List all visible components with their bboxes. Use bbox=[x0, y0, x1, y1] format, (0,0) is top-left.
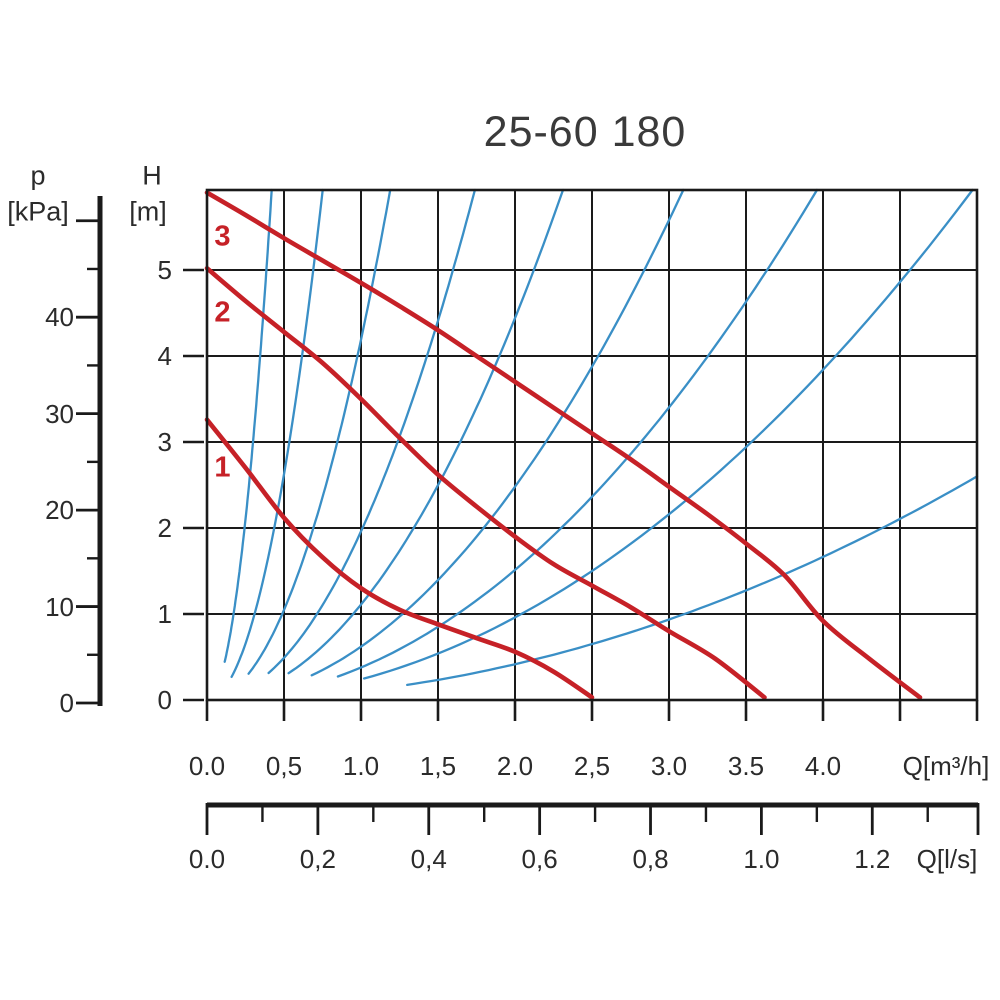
h-axis-tick-label: 3 bbox=[157, 427, 172, 457]
h-axis-tick-label: 1 bbox=[157, 599, 172, 629]
x-axis-tick-label: 2,5 bbox=[573, 751, 611, 781]
system-curve-3 bbox=[247, 188, 392, 675]
chart-title: 25-60 180 bbox=[483, 108, 687, 156]
h-axis-tick-label: 4 bbox=[157, 341, 172, 371]
system-curve-9 bbox=[406, 475, 979, 687]
h-axis-unit: [m] bbox=[129, 196, 167, 227]
system-curve-1 bbox=[223, 188, 273, 663]
pump-curve-label-3: 3 bbox=[214, 220, 231, 253]
ls-axis-tick-label: 0,2 bbox=[299, 844, 336, 874]
system-curve-8 bbox=[362, 188, 974, 680]
p-axis-symbol: p bbox=[30, 160, 46, 191]
x-axis-tick-label: 1.0 bbox=[342, 751, 380, 781]
x-axis-tick-label: 0,5 bbox=[265, 751, 303, 781]
x-axis-tick-label: 4.0 bbox=[804, 751, 842, 781]
x-axis-tick-label: 0.0 bbox=[188, 751, 226, 781]
system-curve-2 bbox=[230, 188, 324, 679]
ls-axis-unit-label: Q[l/s] bbox=[916, 844, 978, 874]
ls-axis-tick-label: 0,4 bbox=[410, 844, 447, 874]
p-axis-tick-label: 40 bbox=[45, 302, 74, 333]
x-axis-tick-label: 2.0 bbox=[496, 751, 534, 781]
x-axis-tick-label: 3.0 bbox=[650, 751, 688, 781]
pump-curve-speed-2 bbox=[204, 265, 767, 700]
h-axis-tick-label: 0 bbox=[157, 685, 172, 715]
p-axis-tick-label: 0 bbox=[59, 688, 74, 718]
ls-axis-tick-label: 0,6 bbox=[521, 844, 558, 874]
x-axis-unit-label: Q[m³/h] bbox=[902, 751, 990, 781]
h-axis-tick-label: 5 bbox=[157, 255, 172, 285]
p-axis-unit: [kPa] bbox=[7, 196, 69, 227]
p-axis-tick-label: 20 bbox=[45, 495, 74, 526]
system-curve-5 bbox=[287, 188, 565, 675]
pump-curve-label-1: 1 bbox=[214, 451, 231, 484]
h-axis-symbol: H bbox=[142, 160, 162, 191]
system-curve-4 bbox=[267, 188, 477, 675]
ls-axis-tick-label: 1.0 bbox=[743, 844, 780, 874]
system-curve-6 bbox=[310, 188, 685, 677]
h-axis-tick-label: 2 bbox=[157, 513, 172, 543]
system-curve-7 bbox=[336, 188, 819, 678]
pump-curve-speed-1 bbox=[204, 417, 595, 700]
pump-curve-label-2: 2 bbox=[214, 296, 231, 329]
ls-axis-tick-label: 0,8 bbox=[632, 844, 669, 874]
x-axis-tick-label: 1,5 bbox=[419, 751, 457, 781]
pump-curve-speed-3 bbox=[204, 190, 923, 700]
x-axis-tick-label: 3.5 bbox=[727, 751, 765, 781]
ls-axis-tick-label: 1.2 bbox=[854, 844, 891, 874]
p-axis-tick-label: 30 bbox=[45, 398, 74, 429]
ls-axis-tick-label: 0.0 bbox=[188, 844, 226, 874]
p-axis-tick-label: 10 bbox=[45, 591, 74, 622]
